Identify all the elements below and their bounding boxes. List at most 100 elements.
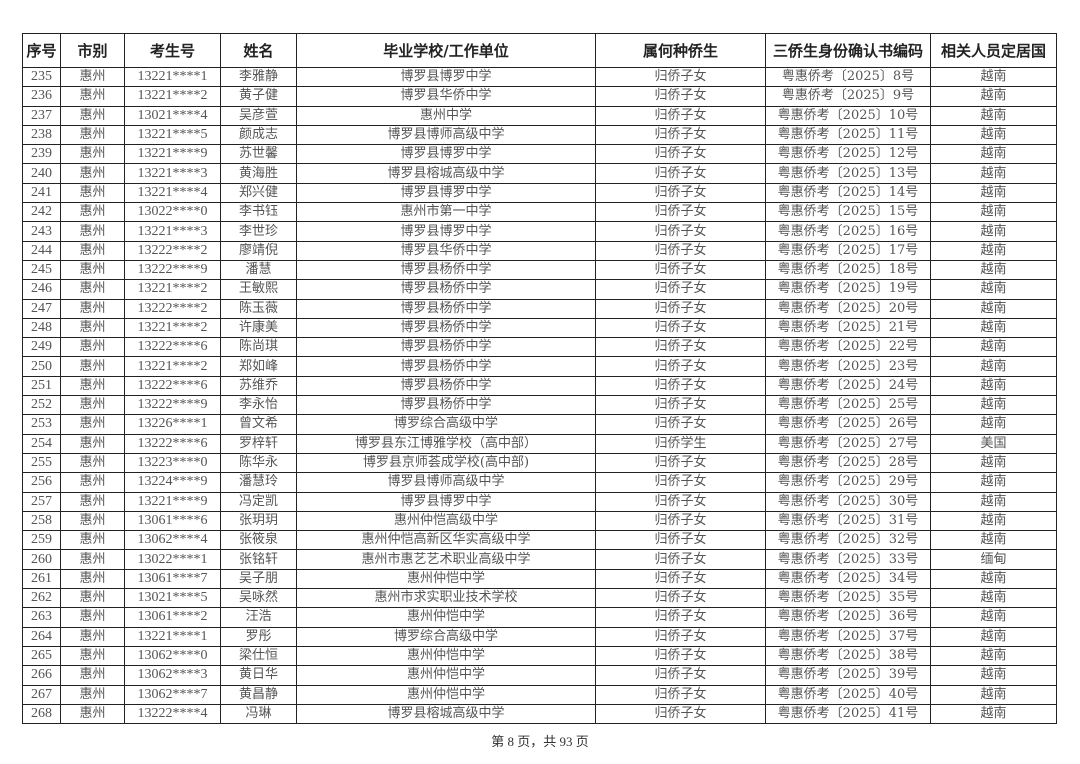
cell-school: 惠州仲恺中学	[296, 684, 596, 705]
table-row: 248 惠州 13221****2 许康美 博罗县杨侨中学 归侨子女 粤惠侨考〔2025〕2…	[22, 317, 1057, 339]
cell-exam-no: 13222****6	[124, 337, 221, 358]
candidate-table: 序号 市别 考生号 姓名 毕业学校/工作单位 属何种侨生 三侨生身份确认书编码 相关人员定居国…	[22, 33, 1057, 725]
cell-exam-no: 13021****4	[124, 105, 221, 126]
cell-country: 越南	[930, 568, 1057, 590]
cell-exam-no: 13221****1	[124, 626, 221, 647]
cell-exam-no: 13222****9	[124, 259, 221, 281]
cell-cert-code: 粤惠侨考〔2025〕26号	[765, 414, 931, 435]
cell-country: 越南	[930, 452, 1057, 474]
cell-seq: 255	[22, 452, 61, 474]
cell-cert-code: 粤惠侨考〔2025〕41号	[765, 703, 931, 725]
cell-name: 陈华永	[220, 452, 297, 474]
page-footer: 第 8 页，共 93 页	[491, 734, 589, 749]
cell-name: 黄海胜	[220, 163, 297, 184]
cell-cert-code: 粤惠侨考〔2025〕32号	[765, 530, 931, 551]
column-header-city: 市别	[60, 33, 125, 68]
cell-country: 越南	[930, 86, 1057, 107]
cell-category: 归侨子女	[595, 317, 766, 339]
cell-country: 越南	[930, 144, 1057, 165]
cell-name: 郑兴健	[220, 182, 297, 204]
cell-country: 越南	[930, 491, 1057, 512]
cell-seq: 261	[22, 568, 61, 590]
cell-exam-no: 13221****9	[124, 491, 221, 512]
cell-exam-no: 13221****2	[124, 86, 221, 107]
cell-category: 归侨子女	[595, 221, 766, 242]
cell-category: 归侨子女	[595, 259, 766, 281]
cell-exam-no: 13061****2	[124, 607, 221, 628]
cell-exam-no: 13222****9	[124, 395, 221, 416]
cell-cert-code: 粤惠侨考〔2025〕30号	[765, 491, 931, 512]
cell-city: 惠州	[60, 124, 125, 146]
cell-name: 李世珍	[220, 221, 297, 242]
table-row: 264 惠州 13221****1 罗彤 博罗综合高级中学 归侨子女 粤惠侨考〔2025〕3…	[22, 626, 1057, 647]
cell-seq: 250	[22, 356, 61, 377]
cell-seq: 241	[22, 182, 61, 204]
cell-seq: 239	[22, 144, 61, 165]
cell-exam-no: 13222****6	[124, 433, 221, 454]
cell-category: 归侨子女	[595, 105, 766, 126]
table-row: 238 惠州 13221****5 颜成志 博罗县博师高级中学 归侨子女 粤惠侨考〔2025…	[22, 124, 1057, 146]
table-row: 243 惠州 13221****3 李世珍 博罗县博罗中学 归侨子女 粤惠侨考〔2025〕1…	[22, 221, 1057, 242]
cell-exam-no: 13222****2	[124, 298, 221, 319]
cell-city: 惠州	[60, 491, 125, 512]
cell-seq: 257	[22, 491, 61, 512]
cell-category: 归侨子女	[595, 472, 766, 493]
cell-school: 惠州仲恺中学	[296, 645, 596, 667]
cell-country: 越南	[930, 703, 1057, 725]
cell-name: 李书钰	[220, 202, 297, 223]
cell-cert-code: 粤惠侨考〔2025〕10号	[765, 105, 931, 126]
cell-city: 惠州	[60, 414, 125, 435]
cell-country: 越南	[930, 66, 1057, 88]
cell-cert-code: 粤惠侨考〔2025〕22号	[765, 337, 931, 358]
cell-country: 越南	[930, 510, 1057, 532]
cell-cert-code: 粤惠侨考〔2025〕18号	[765, 259, 931, 281]
cell-seq: 267	[22, 684, 61, 705]
cell-school: 惠州仲恺中学	[296, 665, 596, 686]
table-row: 249 惠州 13222****6 陈尚琪 博罗县杨侨中学 归侨子女 粤惠侨考〔2025〕2…	[22, 337, 1057, 358]
cell-country: 越南	[930, 665, 1057, 686]
column-header-school: 毕业学校/工作单位	[296, 33, 596, 68]
cell-city: 惠州	[60, 163, 125, 184]
table-row: 261 惠州 13061****7 吴子朋 惠州仲恺中学 归侨子女 粤惠侨考〔2025〕34…	[22, 568, 1057, 590]
cell-school: 博罗县京师荟成学校(高中部)	[296, 452, 596, 474]
cell-seq: 263	[22, 607, 61, 628]
cell-name: 梁仕恒	[220, 645, 297, 667]
cell-seq: 245	[22, 259, 61, 281]
cell-exam-no: 13221****3	[124, 163, 221, 184]
cell-city: 惠州	[60, 86, 125, 107]
cell-city: 惠州	[60, 202, 125, 223]
cell-category: 归侨子女	[595, 568, 766, 590]
cell-category: 归侨子女	[595, 645, 766, 667]
cell-country: 越南	[930, 395, 1057, 416]
cell-exam-no: 13021****5	[124, 588, 221, 609]
cell-school: 博罗综合高级中学	[296, 626, 596, 647]
cell-category: 归侨子女	[595, 395, 766, 416]
cell-name: 罗彤	[220, 626, 297, 647]
cell-country: 越南	[930, 317, 1057, 339]
cell-seq: 258	[22, 510, 61, 532]
table-row: 257 惠州 13221****9 冯定凯 博罗县博罗中学 归侨子女 粤惠侨考〔2025〕3…	[22, 491, 1057, 512]
cell-exam-no: 13226****1	[124, 414, 221, 435]
cell-seq: 266	[22, 665, 61, 686]
cell-school: 惠州中学	[296, 105, 596, 126]
cell-cert-code: 粤惠侨考〔2025〕9号	[765, 86, 931, 107]
cell-seq: 249	[22, 337, 61, 358]
table-row: 237 惠州 13021****4 吴彦萱 惠州中学 归侨子女 粤惠侨考〔2025〕10号越…	[22, 105, 1057, 126]
cell-city: 惠州	[60, 626, 125, 647]
cell-name: 王敏熙	[220, 279, 297, 300]
table-row: 260 惠州 13022****1 张铭轩 惠州市惠艺艺术职业高级中学 归侨子女 粤惠侨考〔…	[22, 549, 1057, 570]
cell-city: 惠州	[60, 337, 125, 358]
cell-seq: 238	[22, 124, 61, 146]
cell-cert-code: 粤惠侨考〔2025〕8号	[765, 66, 931, 88]
cell-school: 博罗县杨侨中学	[296, 337, 596, 358]
cell-cert-code: 粤惠侨考〔2025〕39号	[765, 665, 931, 686]
column-header-country: 相关人员定居国	[930, 33, 1057, 68]
cell-name: 罗梓轩	[220, 433, 297, 454]
cell-city: 惠州	[60, 510, 125, 532]
cell-seq: 262	[22, 588, 61, 609]
cell-city: 惠州	[60, 395, 125, 416]
cell-country: 越南	[930, 163, 1057, 184]
cell-name: 汪浩	[220, 607, 297, 628]
cell-cert-code: 粤惠侨考〔2025〕37号	[765, 626, 931, 647]
cell-category: 归侨子女	[595, 414, 766, 435]
